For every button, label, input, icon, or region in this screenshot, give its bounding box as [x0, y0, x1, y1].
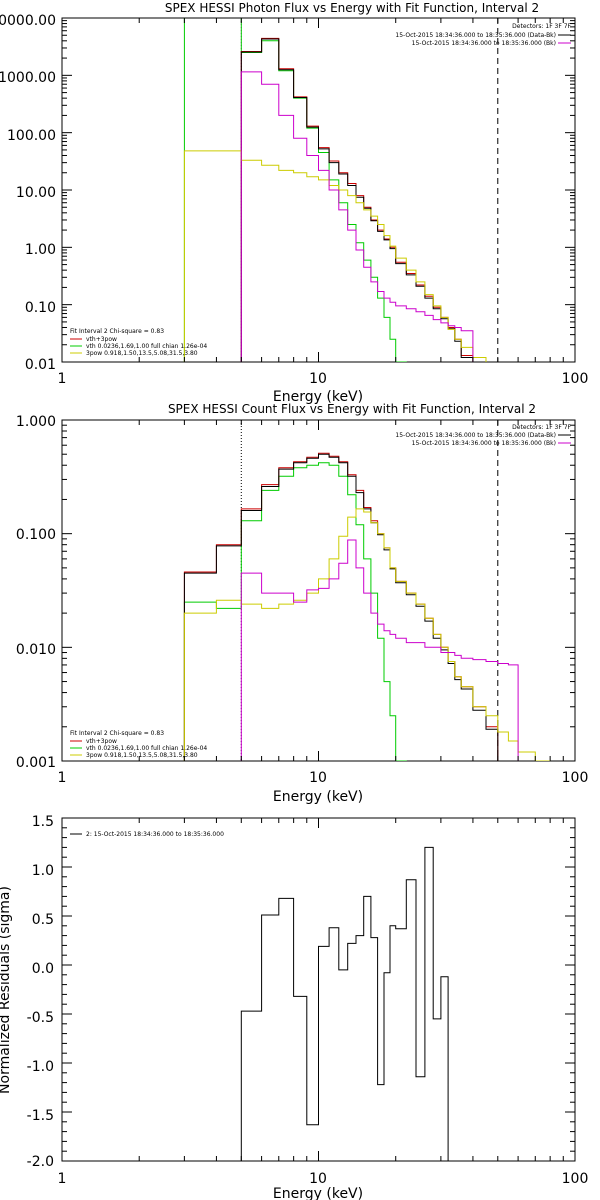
series-2-15-oct-2015-18-34-36-000-to-18-35-36-000-line — [240, 846, 449, 1161]
residuals-ytick-minus-2.0: -2.0 — [27, 1154, 54, 1170]
photon-detectors-label: Detectors: 1F 3F 7F — [512, 23, 571, 30]
series-vth-line — [183, 462, 407, 761]
residuals-xtick-1: 1 — [58, 1171, 67, 1187]
photon-ytick-1: 1.00 — [25, 242, 56, 258]
residuals-ytick-0.5: 0.5 — [32, 912, 54, 928]
count-xtick-1: 1 — [58, 770, 67, 786]
photon-fit-line-3: vth 0.0236,1.69,1.00 full chian 1.26e-04 — [86, 343, 207, 350]
photon-fit-line-4: 3pow 0.918,1.50,13.5,5.08,31.5,3.80 — [86, 350, 198, 357]
photon-time-line-1: 15-Oct-2015 18:34:36.000 to 18:35:36.000… — [395, 32, 556, 39]
residuals-ytick-1.0: 1.0 — [32, 863, 54, 879]
count-ytick-0.010: 0.010 — [16, 642, 56, 658]
photon-fit-line-1: Fit Interval 2 Chi-square = 0.83 — [70, 328, 164, 335]
count-time-line-1: 15-Oct-2015 18:34:36.000 to 18:35:36.000… — [395, 432, 556, 439]
photon-fit-line-2: vth+3pow — [86, 336, 117, 343]
photon-plot-title: SPEX HESSI Photon Flux vs Energy with Fi… — [165, 1, 539, 15]
residuals-xtick-100: 100 — [562, 1171, 589, 1187]
photon-ytick-10000: 10000.00 — [0, 13, 56, 29]
count-fit-line-4: 3pow 0.918,1.50,13.5,5.08,31.5,3.80 — [86, 752, 198, 759]
residuals-ytick-minus-1.5: -1.5 — [27, 1108, 54, 1124]
count-xtick-10: 10 — [309, 770, 327, 786]
series-3pow-line — [183, 508, 551, 761]
photon-xtick-100: 100 — [562, 371, 589, 387]
residuals-ytick-minus-1.0: -1.0 — [27, 1059, 54, 1075]
residuals-xlabel: Energy (keV) — [273, 1186, 363, 1200]
residuals-xtick-10: 10 — [309, 1171, 327, 1187]
count-fit-line-2: vth+3pow — [86, 738, 117, 745]
photon-ytick-0.01: 0.01 — [25, 357, 56, 373]
count-flux-panel: SPEX HESSI Count Flux vs Energy with Fit… — [16, 402, 588, 805]
photon-ytick-10: 10.00 — [16, 185, 56, 201]
residuals-ytick-0.0: 0.0 — [32, 961, 54, 977]
series-vth-line — [183, 18, 407, 362]
count-time-line-2: 15-Oct-2015 18:34:36.000 to 18:35:36.000… — [412, 440, 556, 447]
count-fit-line-1: Fit Interval 2 Chi-square = 0.83 — [70, 730, 164, 737]
photon-xlabel: Energy (keV) — [273, 389, 363, 405]
count-fit-line-3: vth 0.0236,1.69,1.00 full chian 1.26e-04 — [86, 745, 207, 752]
series-bk-line — [240, 539, 519, 761]
residuals-panel: 2: 15-Oct-2015 18:34:36.000 to 18:35:36.… — [0, 814, 588, 1200]
count-xlabel: Energy (keV) — [273, 789, 363, 805]
residuals-ytick-minus-0.5: -0.5 — [27, 1010, 54, 1026]
count-detectors-label: Detectors: 1F 3F 7F — [512, 424, 571, 431]
count-ytick-0.100: 0.100 — [16, 527, 56, 543]
residuals-ylabel: Normalized Residuals (sigma) — [0, 886, 13, 1094]
residuals-legend: 2: 15-Oct-2015 18:34:36.000 to 18:35:36.… — [86, 831, 224, 838]
count-ytick-0.001: 0.001 — [16, 755, 56, 771]
series-data-bk-line — [183, 453, 499, 761]
count-plot-title: SPEX HESSI Count Flux vs Energy with Fit… — [168, 402, 536, 416]
photon-xtick-10: 10 — [309, 371, 327, 387]
series-vth-3pow-line — [183, 452, 499, 761]
photon-flux-panel: SPEX HESSI Photon Flux vs Energy with Fi… — [0, 1, 588, 405]
residuals-ytick-1.5: 1.5 — [32, 814, 54, 830]
photon-time-line-2: 15-Oct-2015 18:34:36.000 to 18:35:36.000… — [412, 40, 556, 47]
count-ytick-1.000: 1.000 — [16, 414, 56, 430]
series-3pow-line — [183, 150, 487, 362]
series-data-bk-line — [240, 38, 474, 362]
photon-xtick-1: 1 — [58, 371, 67, 387]
series-vth-3pow-line — [240, 37, 474, 362]
count-xtick-100: 100 — [562, 770, 589, 786]
photon-ytick-0.1: 0.10 — [25, 300, 56, 316]
photon-ytick-1000: 1000.00 — [0, 70, 56, 86]
photon-ytick-100: 100.00 — [7, 128, 56, 144]
series-bk-line — [240, 71, 474, 362]
